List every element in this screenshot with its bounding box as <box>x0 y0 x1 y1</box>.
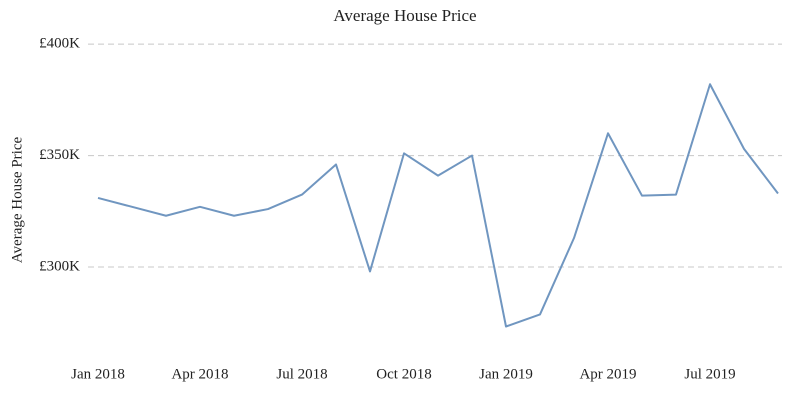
x-tick-label: Oct 2018 <box>376 366 431 382</box>
y-tick-label: £300K <box>39 258 80 274</box>
chart-title: Average House Price <box>333 6 476 25</box>
y-tick-label: £350K <box>39 147 80 163</box>
x-tick-label: Jan 2019 <box>479 366 533 382</box>
x-tick-label: Apr 2019 <box>579 366 636 382</box>
x-tick-label: Jan 2018 <box>71 366 125 382</box>
y-axis-label: Average House Price <box>9 136 25 263</box>
line <box>97 83 779 328</box>
x-tick-label: Jul 2019 <box>684 366 735 382</box>
x-tick-label: Jul 2018 <box>276 366 327 382</box>
x-tick-label: Apr 2018 <box>171 366 228 382</box>
y-tick-label: £400K <box>39 36 80 52</box>
